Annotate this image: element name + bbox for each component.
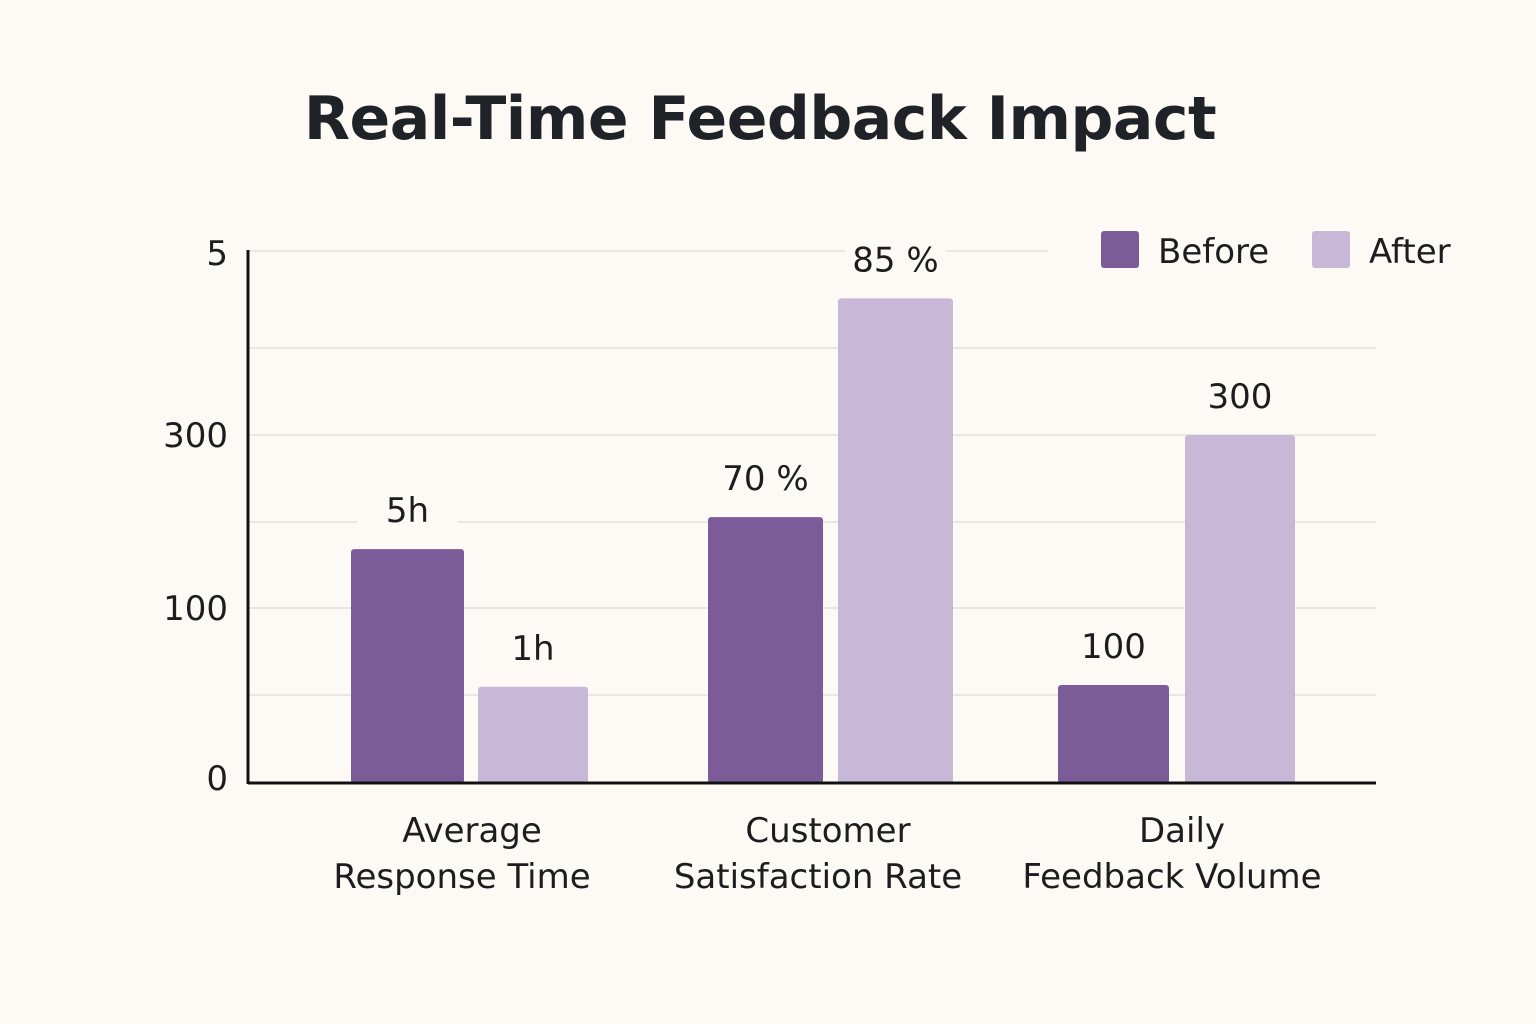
x-category-label: Customer [745,811,910,851]
bar-before [351,549,464,783]
data-label: 1h [511,629,554,669]
legend-label: Before [1158,232,1269,272]
bar-before [708,517,823,783]
legend-label: After [1369,232,1451,272]
bar-after [1185,435,1295,783]
legend-swatch-before [1101,231,1139,268]
data-label-background [1190,373,1290,417]
data-label-background [845,236,946,281]
y-tick-label: 300 [163,416,228,456]
data-label: 70 % [722,459,808,499]
data-label-background [715,455,816,500]
y-tick-label: 5 [206,234,228,274]
data-label: 300 [1208,377,1273,417]
x-category-label: Average [402,811,542,851]
chart-title: Real-Time Feedback Impact [303,84,1217,154]
legend-swatch-after [1312,231,1350,268]
data-label: 100 [1081,627,1146,667]
y-tick-label: 100 [163,589,228,629]
x-category-label: Response Time [333,857,590,897]
y-tick-label: 0 [206,759,228,799]
x-category-label: Daily [1139,811,1225,851]
data-label: 85 % [852,240,938,280]
bar-after [478,686,588,783]
x-category-label: Feedback Volume [1022,857,1321,897]
data-label-background [483,624,583,669]
x-category-label: Satisfaction Rate [674,857,962,897]
bar-after [838,298,953,783]
data-label-background [1063,623,1164,667]
data-label-background [357,487,458,532]
data-label: 5h [386,491,429,531]
bar-before [1058,685,1169,783]
